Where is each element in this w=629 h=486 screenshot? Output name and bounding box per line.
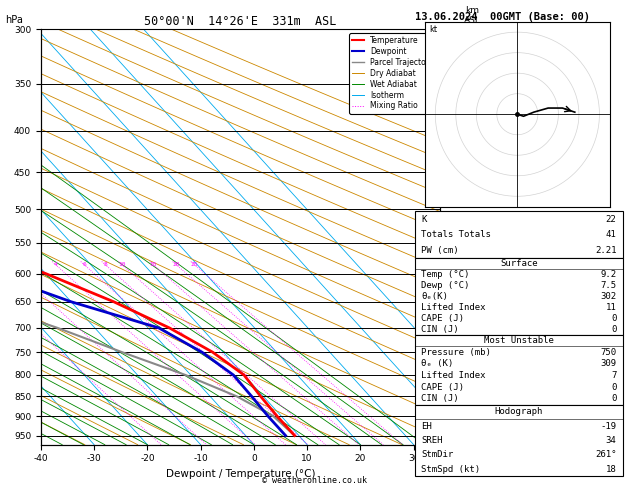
Text: θₑ (K): θₑ (K): [421, 359, 454, 368]
Text: K: K: [421, 215, 426, 224]
Text: Lifted Index: Lifted Index: [421, 371, 486, 380]
Text: km
ASL: km ASL: [464, 6, 481, 25]
Text: 0: 0: [611, 382, 616, 392]
Bar: [415, 211, 623, 258]
Text: 2.21: 2.21: [595, 245, 616, 255]
Text: StmDir: StmDir: [421, 451, 454, 459]
Text: 302: 302: [600, 292, 616, 301]
Text: kt: kt: [429, 25, 437, 34]
Text: 261°: 261°: [595, 451, 616, 459]
Text: EH: EH: [421, 422, 432, 431]
Text: 8: 8: [103, 262, 107, 267]
Text: 7: 7: [611, 371, 616, 380]
Bar: [415, 405, 623, 476]
Text: 41: 41: [606, 230, 616, 239]
Text: 9.2: 9.2: [600, 270, 616, 279]
Text: 18: 18: [606, 465, 616, 474]
Text: Temp (°C): Temp (°C): [421, 270, 470, 279]
Text: Lifted Index: Lifted Index: [421, 303, 486, 312]
Text: 11: 11: [606, 303, 616, 312]
Text: 0: 0: [611, 395, 616, 403]
Text: 6: 6: [82, 262, 86, 267]
Text: Surface: Surface: [500, 259, 538, 268]
Text: 309: 309: [600, 359, 616, 368]
Text: 34: 34: [606, 436, 616, 445]
Text: © weatheronline.co.uk: © weatheronline.co.uk: [262, 476, 367, 485]
Text: 20: 20: [172, 262, 180, 267]
Text: 0: 0: [611, 313, 616, 323]
Text: 10: 10: [118, 262, 126, 267]
Text: 25: 25: [191, 262, 198, 267]
Bar: [415, 334, 623, 405]
Text: 7.5: 7.5: [600, 281, 616, 290]
Text: CIN (J): CIN (J): [421, 395, 459, 403]
Text: 0: 0: [611, 325, 616, 333]
Text: PW (cm): PW (cm): [421, 245, 459, 255]
Text: Hodograph: Hodograph: [495, 407, 543, 417]
Legend: Temperature, Dewpoint, Parcel Trajectory, Dry Adiabat, Wet Adiabat, Isotherm, Mi: Temperature, Dewpoint, Parcel Trajectory…: [349, 33, 437, 114]
Text: -19: -19: [600, 422, 616, 431]
Text: 13.06.2024  00GMT (Base: 00): 13.06.2024 00GMT (Base: 00): [415, 12, 590, 22]
Text: 4: 4: [53, 262, 57, 267]
X-axis label: Dewpoint / Temperature (°C): Dewpoint / Temperature (°C): [166, 469, 315, 479]
Text: LCL: LCL: [448, 430, 462, 439]
Text: Dewp (°C): Dewp (°C): [421, 281, 470, 290]
Text: 15: 15: [150, 262, 157, 267]
Text: SREH: SREH: [421, 436, 443, 445]
Text: θₑ(K): θₑ(K): [421, 292, 448, 301]
Text: CAPE (J): CAPE (J): [421, 313, 464, 323]
Text: hPa: hPa: [5, 15, 23, 25]
Text: CAPE (J): CAPE (J): [421, 382, 464, 392]
Text: Mixing Ratio (g/kg): Mixing Ratio (g/kg): [499, 247, 509, 327]
Text: Pressure (mb): Pressure (mb): [421, 347, 491, 357]
Text: 22: 22: [606, 215, 616, 224]
Bar: [415, 258, 623, 334]
Text: StmSpd (kt): StmSpd (kt): [421, 465, 481, 474]
Title: 50°00'N  14°26'E  331m  ASL: 50°00'N 14°26'E 331m ASL: [145, 15, 337, 28]
Text: Totals Totals: Totals Totals: [421, 230, 491, 239]
Text: CIN (J): CIN (J): [421, 325, 459, 333]
Text: Most Unstable: Most Unstable: [484, 336, 554, 345]
Text: 750: 750: [600, 347, 616, 357]
